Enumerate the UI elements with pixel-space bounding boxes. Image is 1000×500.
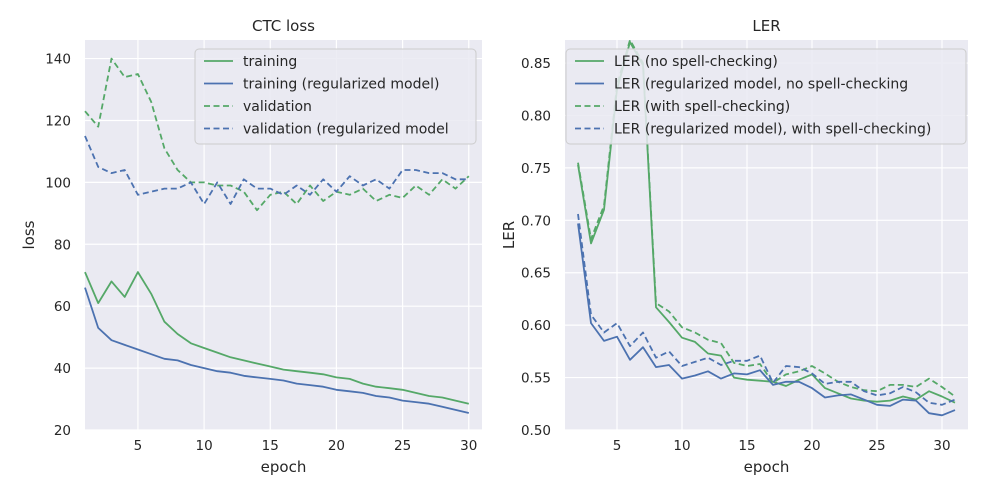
ler-series-line-4 [577, 213, 956, 406]
loss-legend: training training (regularized model) vali… [194, 48, 477, 145]
ler-y-tick-label: 0.80 [521, 108, 551, 124]
ler-x-tick-label: 25 [868, 438, 885, 454]
ler-x-tick-label: 10 [673, 438, 690, 454]
ler-x-tick-label: 30 [933, 438, 950, 454]
loss-x-tick-label: 25 [394, 438, 411, 454]
loss-y-tick-label: 40 [54, 361, 71, 377]
ler-y-tick-label: 0.85 [521, 56, 551, 72]
loss-legend-label-4: validation (regularized model [243, 122, 449, 138]
loss-x-axis-label: epoch [261, 458, 307, 476]
loss-legend-label-1: training [243, 54, 297, 70]
loss-x-tick-label: 15 [262, 438, 279, 454]
loss-chart-title: CTC loss [252, 17, 315, 35]
loss-y-axis-label: loss [20, 220, 38, 249]
loss-series-line-2 [84, 287, 470, 414]
loss-series-line-1 [84, 271, 470, 405]
ler-y-tick-label: 0.60 [521, 318, 551, 334]
ler-y-tick-label: 0.70 [521, 213, 551, 229]
loss-x-tick-label: 10 [196, 438, 213, 454]
loss-x-tick-label: 5 [134, 438, 143, 454]
ler-legend-label-4: LER (regularized model), with spell-chec… [614, 122, 931, 138]
ler-legend-box [565, 48, 967, 145]
ler-legend: LER (no spell-checking) LER (regularized … [565, 48, 967, 145]
loss-legend-label-2: training (regularized model) [243, 77, 439, 93]
loss-chart: 5 10 15 20 25 30 20 40 60 80 100 120 140 CTC loss epoc… [20, 17, 482, 476]
ler-y-tick-label: 0.55 [521, 371, 551, 387]
ler-legend-label-2: LER (regularized model, no spell-checkin… [614, 77, 908, 93]
ler-x-tick-label: 20 [803, 438, 820, 454]
ler-y-tick-label: 0.50 [521, 423, 551, 439]
loss-y-tick-label: 20 [54, 423, 71, 439]
loss-y-tick-label: 100 [45, 175, 71, 191]
loss-x-tick-label: 20 [328, 438, 345, 454]
loss-legend-box [194, 48, 477, 145]
ler-series-line-2 [577, 223, 956, 417]
loss-legend-label-3: validation [243, 99, 312, 115]
ler-x-tick-label: 15 [738, 438, 755, 454]
loss-y-tick-label: 140 [45, 52, 71, 68]
loss-series-line-3 [84, 57, 470, 212]
loss-y-tick-label: 120 [45, 113, 71, 129]
ler-chart: 5 10 15 20 25 30 0.50 0.55 0.60 0.65 0.70 0.75 0.80 0… [500, 17, 968, 476]
ler-x-axis-label: epoch [744, 458, 790, 476]
ler-x-tick-label: 5 [613, 438, 622, 454]
ler-series-line-3 [577, 39, 956, 398]
loss-y-tick-label: 60 [54, 299, 71, 315]
ler-chart-title: LER [752, 17, 780, 35]
ler-y-tick-label: 0.65 [521, 266, 551, 282]
ler-legend-label-3: LER (with spell-checking) [614, 99, 790, 115]
ler-y-tick-label: 0.75 [521, 161, 551, 177]
loss-y-tick-label: 80 [54, 237, 71, 253]
ler-legend-label-1: LER (no spell-checking) [614, 54, 778, 70]
loss-x-tick-label: 30 [460, 438, 477, 454]
loss-series-line-4 [84, 135, 469, 205]
ler-y-axis-label: LER [500, 221, 518, 249]
